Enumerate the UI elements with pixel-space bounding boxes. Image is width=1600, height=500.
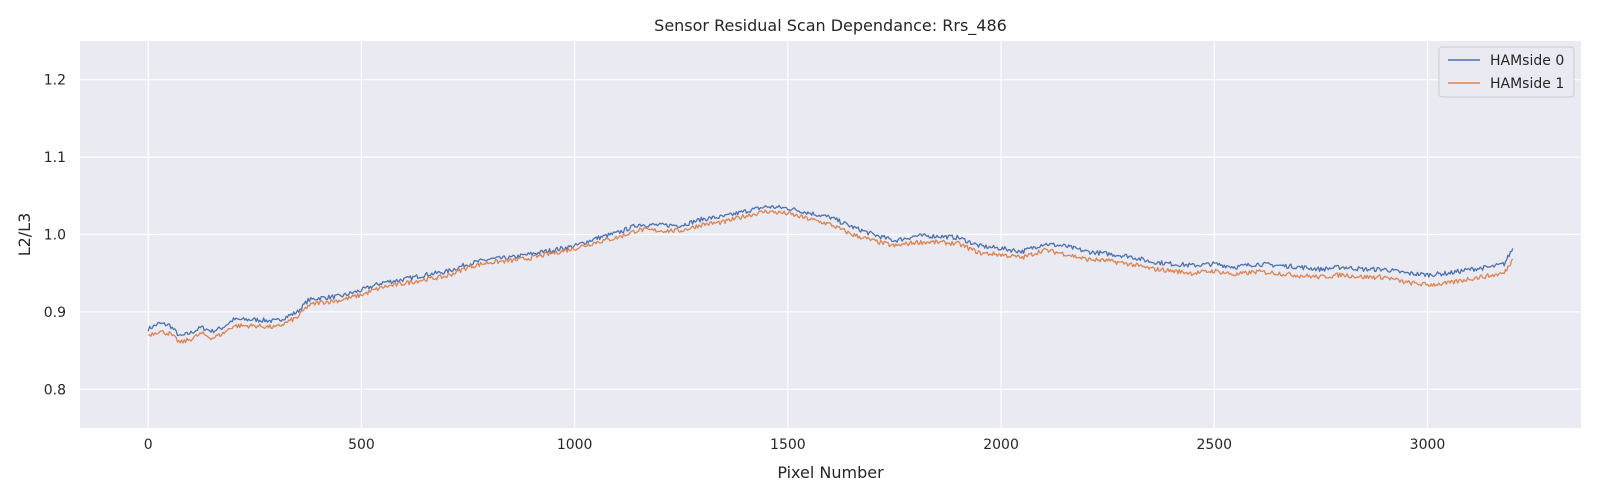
y-tick-label: 1.2 xyxy=(44,73,66,89)
x-tick-label: 1500 xyxy=(770,437,806,453)
legend: HAMside 0 HAMside 1 xyxy=(1438,46,1575,98)
y-axis-title: L2/L3 xyxy=(15,213,34,257)
series-lines xyxy=(147,204,1514,344)
gridlines xyxy=(80,41,1581,428)
y-tick-label: 0.8 xyxy=(44,382,66,398)
series-line-hamside-1 xyxy=(148,209,1514,344)
x-tick-label: 1000 xyxy=(557,437,593,453)
x-tick-label: 2500 xyxy=(1196,437,1232,453)
y-tick-label: 1.1 xyxy=(44,150,66,166)
x-tick-label: 2000 xyxy=(983,437,1019,453)
x-tick-label: 3000 xyxy=(1410,437,1446,453)
x-tick-labels: 0 500 1000 1500 2000 2500 3000 xyxy=(144,437,1446,453)
x-axis-title: Pixel Number xyxy=(777,463,884,482)
x-tick-label: 0 xyxy=(144,437,153,453)
y-tick-labels: 0.8 0.9 1.0 1.1 1.2 xyxy=(44,73,66,399)
legend-label-hamside-0: HAMside 0 xyxy=(1490,53,1564,69)
legend-label-hamside-1: HAMside 1 xyxy=(1490,76,1564,92)
chart-title: Sensor Residual Scan Dependance: Rrs_486 xyxy=(654,16,1007,36)
y-tick-label: 0.9 xyxy=(44,305,66,321)
x-tick-label: 500 xyxy=(348,437,375,453)
series-line-hamside-0 xyxy=(147,204,1514,337)
y-tick-label: 1.0 xyxy=(44,228,66,244)
